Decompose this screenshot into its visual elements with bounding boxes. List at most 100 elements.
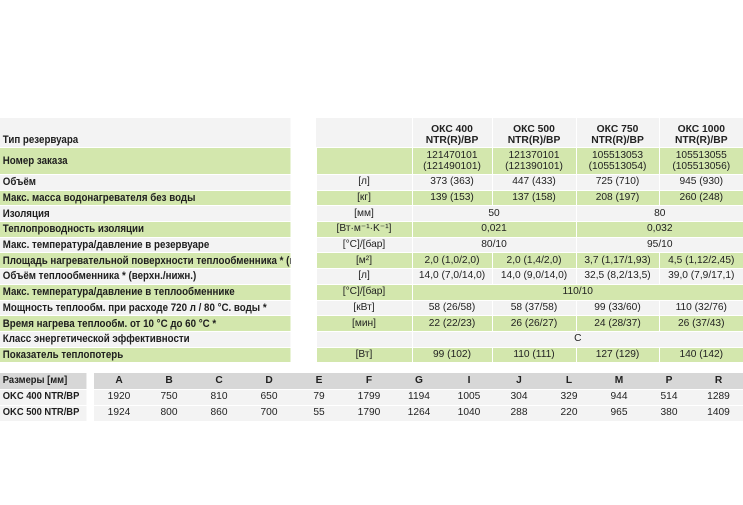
- merged-value-cell: 110/10: [411, 284, 743, 301]
- spec-row: Теплопроводность изоляции [Вт·м⁻¹·K⁻¹] 0,0…: [0, 221, 743, 238]
- dimension-value: 700: [244, 405, 294, 423]
- value-cell: 140 (142): [658, 347, 743, 364]
- spec-row: Номер заказа 121470101 (121490101) 12137010…: [0, 147, 743, 175]
- value-cell: 99 (33/60): [575, 300, 659, 317]
- spec-row: Время нагрева теплообм. от 10 °C до 60 °…: [0, 315, 743, 332]
- dimension-value: 800: [144, 405, 194, 423]
- model-header: ОКС 750 NTR(R)/BP: [575, 118, 659, 148]
- row-unit: [315, 331, 412, 348]
- value-cell: 139 (153): [411, 190, 492, 207]
- value-cell: 26 (37/43): [658, 315, 743, 332]
- row-label: Макс. масса водонагревателя без воды: [0, 190, 291, 207]
- value-cell: 99 (102): [411, 347, 492, 364]
- row-unit: [Вт]: [315, 347, 412, 364]
- dimensions-label: Размеры [мм]: [0, 373, 87, 390]
- dimension-value: 750: [144, 389, 194, 406]
- row-unit: [кг]: [315, 190, 412, 207]
- value-cell: 127 (129): [575, 347, 659, 364]
- dimension-value: 380: [644, 405, 694, 423]
- dimension-column-header: P: [644, 373, 694, 390]
- dimension-value: 1409: [694, 405, 743, 423]
- value-cell: 725 (710): [575, 174, 659, 191]
- value-cell: 110 (111): [491, 347, 576, 364]
- spec-row: Макс. температура/давление в теплообменн…: [0, 284, 743, 301]
- value-cell: 26 (26/27): [491, 315, 576, 332]
- row-unit: [мм]: [315, 205, 412, 223]
- dimension-value: 965: [594, 405, 644, 423]
- specification-sheet: Тип резервуара ОКС 400 NTR(R)/BP ОКС 500 NTR…: [0, 118, 743, 423]
- dimension-value: 1289: [694, 389, 743, 406]
- row-label: Объём: [0, 174, 291, 191]
- row-label: Объём теплообменника * (верхн./нижн.): [0, 268, 291, 285]
- value-cell: 32,5 (8,2/13,5): [575, 268, 659, 285]
- dimension-value: 810: [194, 389, 244, 406]
- merged-value-cell: 0,021: [411, 221, 576, 238]
- dimension-value: 329: [544, 389, 594, 406]
- dimension-value: 79: [294, 389, 344, 406]
- dimension-value: 1040: [444, 405, 494, 423]
- dimension-column-header: C: [194, 373, 244, 390]
- spec-row: Изоляция [мм] 50 80: [0, 205, 743, 223]
- model-header: ОКС 1000 NTR(R)/BP: [658, 118, 743, 148]
- value-cell: 14,0 (7,0/14,0): [411, 268, 492, 285]
- dimension-value: 1005: [444, 389, 494, 406]
- row-unit: [°C]/[бар]: [315, 237, 412, 254]
- value-cell: 22 (22/23): [411, 315, 492, 332]
- merged-value-cell: 0,032: [575, 221, 743, 238]
- spec-row: Мощность теплообм. при расходе 720 л / 8…: [0, 300, 743, 317]
- dimension-column-header: R: [694, 373, 743, 390]
- merged-value-cell: 95/10: [575, 237, 743, 254]
- dimension-value: 1920: [94, 389, 144, 406]
- row-unit: [°C]/[бар]: [315, 284, 412, 301]
- dimension-value: 944: [594, 389, 644, 406]
- dimension-column-header: D: [244, 373, 294, 390]
- value-cell: 39,0 (7,9/17,1): [658, 268, 743, 285]
- value-cell: 110 (32/76): [658, 300, 743, 317]
- model-header: ОКС 500 NTR(R)/BP: [491, 118, 576, 148]
- value-cell: 58 (37/58): [491, 300, 576, 317]
- row-unit: [мин]: [315, 315, 412, 332]
- row-label: Площадь нагревательной поверхности тепло…: [0, 252, 291, 270]
- dimension-column-header: B: [144, 373, 194, 390]
- row-label: Класс энергетической эффективности: [0, 331, 291, 348]
- row-label: Теплопроводность изоляции: [0, 221, 291, 238]
- row-unit: [л]: [315, 174, 412, 191]
- value-cell: 24 (28/37): [575, 315, 659, 332]
- row-label: Макс. температура/давление в резервуаре: [0, 237, 291, 254]
- row-label: Время нагрева теплообм. от 10 °C до 60 °…: [0, 315, 291, 332]
- row-label: Мощность теплообм. при расходе 720 л / 8…: [0, 300, 291, 317]
- header-row: Тип резервуара ОКС 400 NTR(R)/BP ОКС 500 NTR…: [0, 118, 743, 148]
- dimension-column-header: E: [294, 373, 344, 390]
- value-cell: 137 (158): [491, 190, 576, 207]
- dimensions-row-label: OKC 400 NTR/BP: [0, 389, 87, 406]
- row-unit: [л]: [315, 268, 412, 285]
- spec-row: Макс. температура/давление в резервуаре […: [0, 237, 743, 254]
- dimension-value: 860: [194, 405, 244, 423]
- value-cell: 208 (197): [575, 190, 659, 207]
- spec-row: Объём теплообменника * (верхн./нижн.) [л]…: [0, 268, 743, 285]
- row-label: Изоляция: [0, 205, 291, 223]
- dimension-value: 1264: [394, 405, 444, 423]
- dimension-column-header: I: [444, 373, 494, 390]
- dimension-column-header: M: [594, 373, 644, 390]
- dimensions-table: Размеры [мм] A B C D E F G I J L M P R OKC 400 NTR/BP 1…: [0, 373, 743, 423]
- value-cell: 373 (363): [411, 174, 492, 191]
- value-cell: 2,0 (1,0/2,0): [411, 252, 492, 270]
- value-cell: 121470101 (121490101): [411, 147, 492, 175]
- dimension-column-header: G: [394, 373, 444, 390]
- dimension-value: 1799: [344, 389, 394, 406]
- dimensions-row: OKC 400 NTR/BP 1920 750 810 650 79 1799 1194 100…: [0, 389, 743, 406]
- dimension-value: 220: [544, 405, 594, 423]
- value-cell: 447 (433): [491, 174, 576, 191]
- spec-row: Показатель теплопотерь [Вт] 99 (102) 110 (1…: [0, 347, 743, 364]
- dimension-value: 1924: [94, 405, 144, 423]
- merged-value-cell: 80/10: [411, 237, 576, 254]
- value-cell: 58 (26/58): [411, 300, 492, 317]
- row-label: Номер заказа: [0, 147, 291, 175]
- row-unit: [315, 147, 412, 175]
- dimension-column-header: L: [544, 373, 594, 390]
- row-label: Показатель теплопотерь: [0, 347, 291, 364]
- row-label: Макс. температура/давление в теплообменн…: [0, 284, 291, 301]
- dimension-value: 1790: [344, 405, 394, 423]
- value-cell: 945 (930): [658, 174, 743, 191]
